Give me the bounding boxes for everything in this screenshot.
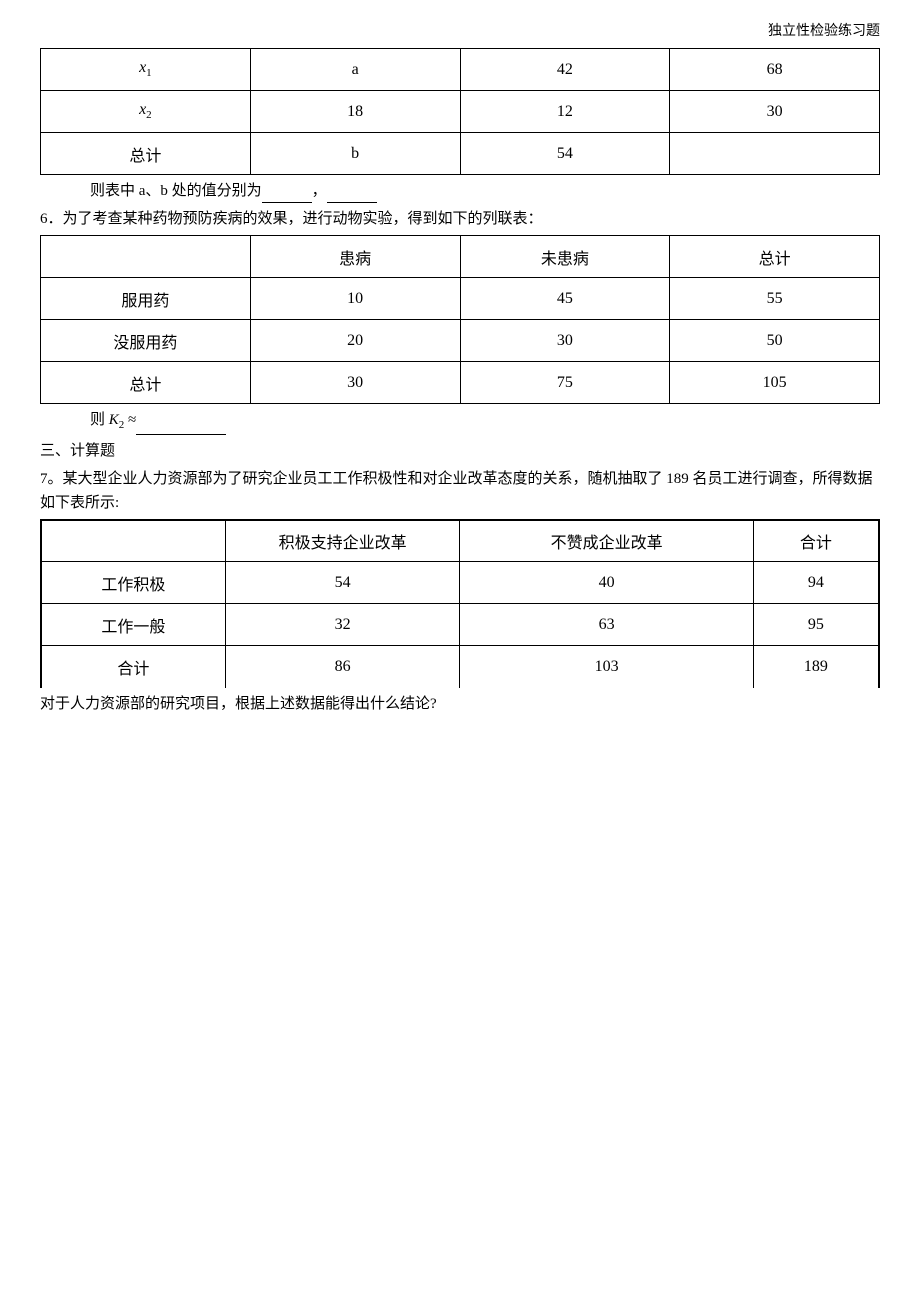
header-cell: 未患病 (460, 236, 670, 278)
cell: 20 (250, 320, 460, 362)
table-row: 没服用药 20 30 50 (41, 320, 880, 362)
header-cell (41, 520, 225, 562)
row-label: 工作积极 (41, 562, 225, 604)
cell: 18 (250, 91, 460, 133)
row-label: 工作一般 (41, 604, 225, 646)
cell: 105 (670, 362, 880, 404)
cell (670, 133, 880, 175)
contingency-table-q6: 患病 未患病 总计 服用药 10 45 55 没服用药 20 30 50 总计 … (40, 235, 880, 404)
q5-tail-text: 则表中 a、b 处的值分别为 (90, 183, 262, 199)
cell: 30 (460, 320, 670, 362)
q6-text: 为了考查某种药物预防疾病的效果，进行动物实验，得到如下的列联表： (63, 211, 543, 227)
q6-answer-line: 则 K2 ≈ (40, 408, 880, 435)
table-row: x2 18 12 30 (41, 91, 880, 133)
header-cell: 患病 (250, 236, 460, 278)
q6-tail-text: 则 (90, 412, 109, 428)
row-label-total: 合计 (41, 646, 225, 688)
cell: 75 (460, 362, 670, 404)
cell: 103 (460, 646, 753, 688)
cell: a (250, 49, 460, 91)
row-label-x2: x2 (41, 91, 251, 133)
cell: 54 (460, 133, 670, 175)
row-label-x1: x1 (41, 49, 251, 91)
cell: 94 (753, 562, 879, 604)
cell: 40 (460, 562, 753, 604)
q6-prompt: 6．为了考查某种药物预防疾病的效果，进行动物实验，得到如下的列联表： (40, 207, 880, 231)
table-row: 合计 86 103 189 (41, 646, 879, 688)
cell: 86 (225, 646, 460, 688)
table-row: 总计 30 75 105 (41, 362, 880, 404)
q7-number: 7。 (40, 471, 63, 487)
cell: b (250, 133, 460, 175)
blank-b (327, 187, 377, 203)
section-3-title: 三、计算题 (40, 439, 880, 463)
cell: 55 (670, 278, 880, 320)
table-row: 工作积极 54 40 94 (41, 562, 879, 604)
contingency-table-q5: x1 a 42 68 x2 18 12 30 总计 b 54 (40, 48, 880, 175)
cell: 54 (225, 562, 460, 604)
q7-prompt: 7。某大型企业人力资源部为了研究企业员工工作积极性和对企业改革态度的关系，随机抽… (40, 467, 880, 515)
cell: 68 (670, 49, 880, 91)
blank-a (262, 187, 312, 203)
row-label-total: 总计 (41, 362, 251, 404)
page-header: 独立性检验练习题 (40, 20, 880, 40)
row-label: 没服用药 (41, 320, 251, 362)
q7-text: 某大型企业人力资源部为了研究企业员工工作积极性和对企业改革态度的关系，随机抽取了… (40, 471, 873, 511)
cell: 42 (460, 49, 670, 91)
table-row: 总计 b 54 (41, 133, 880, 175)
cell: 189 (753, 646, 879, 688)
q6-number: 6． (40, 211, 63, 227)
row-label-total: 总计 (41, 133, 251, 175)
blank-k2 (136, 419, 226, 435)
header-cell: 积极支持企业改革 (225, 520, 460, 562)
table-row: 服用药 10 45 55 (41, 278, 880, 320)
header-cell: 总计 (670, 236, 880, 278)
table-row: x1 a 42 68 (41, 49, 880, 91)
cell: 63 (460, 604, 753, 646)
cell: 32 (225, 604, 460, 646)
cell: 30 (670, 91, 880, 133)
header-cell (41, 236, 251, 278)
q7-conclusion-prompt: 对于人力资源部的研究项目，根据上述数据能得出什么结论? (40, 692, 880, 716)
cell: 10 (250, 278, 460, 320)
table-header-row: 患病 未患病 总计 (41, 236, 880, 278)
cell: 30 (250, 362, 460, 404)
cell: 12 (460, 91, 670, 133)
header-cell: 合计 (753, 520, 879, 562)
table-row: 工作一般 32 63 95 (41, 604, 879, 646)
cell: 50 (670, 320, 880, 362)
contingency-table-q7: 积极支持企业改革 不赞成企业改革 合计 工作积极 54 40 94 工作一般 3… (40, 519, 880, 688)
cell: 45 (460, 278, 670, 320)
table-header-row: 积极支持企业改革 不赞成企业改革 合计 (41, 520, 879, 562)
cell: 95 (753, 604, 879, 646)
row-label: 服用药 (41, 278, 251, 320)
q5-answer-line: 则表中 a、b 处的值分别为， (40, 179, 880, 203)
k-variable: K (109, 412, 119, 428)
header-cell: 不赞成企业改革 (460, 520, 753, 562)
